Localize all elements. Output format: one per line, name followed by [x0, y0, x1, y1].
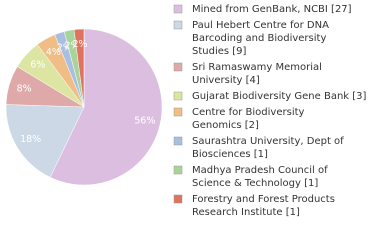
pie-slice — [49, 28, 163, 186]
legend-label: Studies [9] — [192, 46, 247, 57]
legend-swatch — [173, 20, 183, 30]
slice-label: 6% — [30, 60, 45, 71]
legend-swatch — [173, 62, 183, 72]
legend-label: University [4] — [192, 75, 260, 86]
legend-label: Barcoding and Biodiversity — [192, 33, 326, 44]
legend-label: Genomics [2] — [192, 120, 259, 131]
legend-swatch — [173, 136, 183, 146]
pie-slice — [5, 104, 85, 178]
legend-label: Centre for Biodiversity — [192, 107, 305, 118]
slice-label: 18% — [20, 134, 41, 145]
legend-label: Paul Hebert Centre for DNA — [192, 20, 329, 31]
legend-label: Forestry and Forest Products — [192, 194, 335, 205]
legend-swatch — [173, 107, 183, 117]
legend-label: Sri Ramaswamy Memorial — [192, 62, 322, 73]
slice-label: 2% — [65, 40, 80, 51]
slice-label: 2% — [57, 42, 72, 53]
slice-label: 4% — [46, 47, 61, 58]
legend-label: Madhya Pradesh Council of — [192, 165, 328, 176]
legend-label: Biosciences [1] — [192, 149, 268, 160]
slice-label: 8% — [17, 84, 32, 95]
slice-label: 56% — [134, 115, 155, 126]
legend-label: Saurashtra University, Dept of — [192, 136, 344, 147]
slice-label: 2% — [72, 39, 87, 50]
legend-swatch — [173, 194, 183, 204]
legend-label: Mined from GenBank, NCBI [27] — [192, 4, 352, 15]
legend-swatch — [173, 91, 183, 101]
pie-slice — [73, 28, 85, 108]
legend-swatch — [173, 165, 183, 175]
legend-label: Research Institute [1] — [192, 207, 300, 218]
legend-label: Science & Technology [1] — [192, 178, 318, 189]
legend-swatch — [173, 4, 183, 14]
legend-label: Gujarat Biodiversity Gene Bank [3] — [192, 91, 367, 102]
